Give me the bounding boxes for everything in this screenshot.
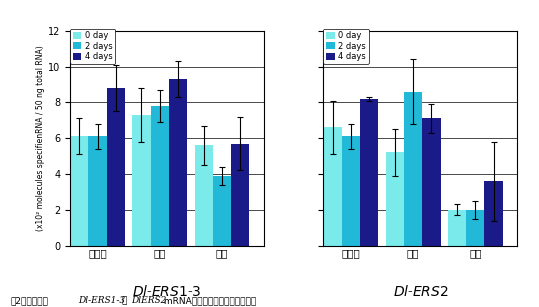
Text: Dl-ERS1-3: Dl-ERS1-3	[78, 297, 125, 305]
Bar	[88, 136, 107, 246]
Bar	[195, 145, 213, 246]
Bar	[150, 106, 169, 246]
Bar	[70, 136, 88, 246]
Bar	[342, 136, 360, 246]
Text: mRNAの花の各部位における発現: mRNAの花の各部位における発現	[161, 297, 256, 305]
Text: 図2　老化時の: 図2 老化時の	[11, 297, 49, 305]
Bar	[385, 153, 404, 246]
Bar	[448, 210, 466, 246]
Bar	[107, 88, 125, 246]
Bar	[466, 210, 485, 246]
Bar	[132, 115, 150, 246]
Bar	[213, 176, 231, 246]
Text: DlERS2: DlERS2	[131, 297, 167, 305]
Bar	[360, 99, 378, 246]
Legend: 0 day, 2 days, 4 days: 0 day, 2 days, 4 days	[323, 29, 369, 64]
Legend: 0 day, 2 days, 4 days: 0 day, 2 days, 4 days	[70, 29, 115, 64]
Bar	[231, 144, 250, 246]
Text: $\mathit{Dl}$-$\mathit{ERS1}$-$\mathit{3}$: $\mathit{Dl}$-$\mathit{ERS1}$-$\mathit{3…	[132, 284, 202, 299]
Text: と: と	[121, 297, 127, 305]
Bar	[323, 127, 342, 246]
Bar	[169, 79, 187, 246]
Bar	[404, 91, 422, 246]
Bar	[422, 119, 440, 246]
Text: $\mathit{Dl}$-$\mathit{ERS2}$: $\mathit{Dl}$-$\mathit{ERS2}$	[392, 284, 448, 299]
Bar	[485, 181, 503, 246]
Y-axis label: (x10² molecules specifienRNA / 50 ng total RNA): (x10² molecules specifienRNA / 50 ng tot…	[36, 45, 45, 231]
